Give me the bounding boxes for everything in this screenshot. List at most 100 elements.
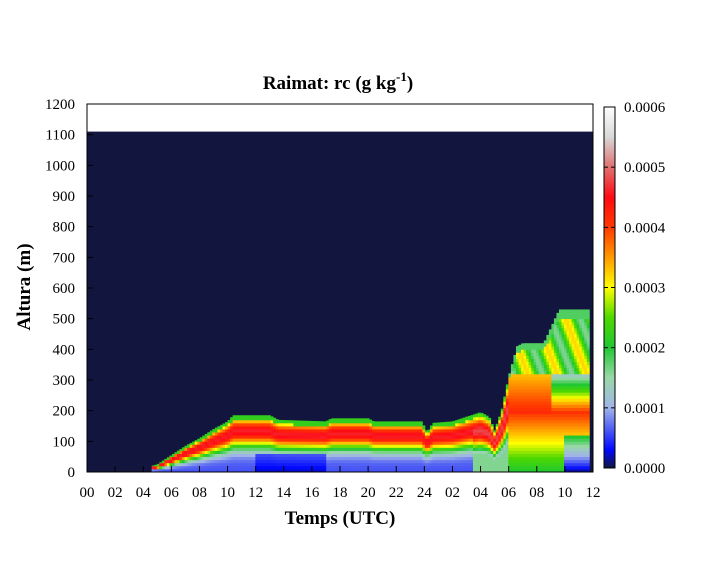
heatmap-cell [247, 441, 251, 445]
heatmap-cell [515, 352, 519, 356]
heatmap-cell [543, 416, 547, 421]
heatmap-cell [179, 450, 183, 454]
heatmap-cell [541, 422, 545, 427]
heatmap-cell [237, 429, 241, 433]
heatmap-cell [510, 404, 514, 408]
heatmap-cell [247, 444, 251, 448]
heatmap-cell [478, 444, 481, 448]
heatmap-cell [495, 444, 499, 448]
heatmap-cell [566, 450, 570, 454]
heatmap-cell [553, 404, 557, 408]
heatmap-cell [465, 456, 469, 461]
heatmap-cell [536, 361, 540, 366]
heatmap-cell [273, 429, 277, 433]
heatmap-cell [574, 373, 578, 378]
heatmap-cell [240, 426, 244, 430]
heatmap-cell [192, 465, 196, 470]
heatmap-cell [235, 429, 239, 433]
heatmap-cell [523, 407, 527, 412]
heatmap-cell [541, 404, 545, 408]
heatmap-cell [556, 404, 560, 408]
heatmap-cell [558, 364, 562, 369]
heatmap-cell [508, 438, 512, 442]
heatmap-cell [586, 389, 590, 393]
heatmap-cell [508, 386, 512, 390]
heatmap-cell [225, 453, 228, 458]
heatmap-cell [480, 429, 484, 433]
y-tick-label: 600 [53, 281, 76, 297]
heatmap-cell [230, 444, 234, 448]
heatmap-cell [523, 453, 527, 458]
heatmap-cell [300, 426, 304, 430]
heatmap-cell [369, 419, 373, 421]
heatmap-cell [480, 462, 484, 467]
heatmap-cell [285, 465, 289, 470]
heatmap-cell [574, 395, 578, 399]
heatmap-cell [214, 441, 218, 445]
heatmap-cell [462, 441, 466, 445]
heatmap-cell [384, 450, 388, 454]
heatmap-cell [558, 401, 562, 405]
heatmap-cell [561, 327, 565, 332]
heatmap-cell [556, 330, 560, 335]
heatmap-cell [518, 441, 522, 445]
heatmap-cell [381, 441, 385, 445]
heatmap-cell [305, 438, 309, 442]
heatmap-cell [278, 453, 282, 458]
heatmap-cell [176, 453, 180, 458]
heatmap-cell [533, 373, 537, 378]
heatmap-cell [394, 462, 398, 467]
heatmap-cell [510, 419, 514, 424]
heatmap-cell [526, 429, 530, 433]
heatmap-cell [566, 447, 570, 451]
heatmap-cell [584, 321, 588, 326]
heatmap-cell [536, 386, 540, 390]
heatmap-cell [490, 441, 494, 445]
heatmap-cell [455, 444, 459, 448]
heatmap-cell [354, 456, 357, 461]
heatmap-cell [435, 456, 438, 461]
heatmap-cell [440, 459, 444, 464]
heatmap-cell [551, 419, 555, 424]
heatmap-cell [566, 373, 570, 378]
heatmap-cell [184, 445, 188, 448]
heatmap-cell [472, 465, 476, 470]
heatmap-cell [366, 435, 370, 439]
heatmap-cell [341, 447, 345, 451]
heatmap-cell [576, 450, 580, 454]
heatmap-cell [199, 456, 203, 461]
heatmap-cell [189, 456, 193, 461]
heatmap-cell [541, 380, 545, 384]
heatmap-cell [232, 468, 236, 473]
heatmap-cell [245, 456, 249, 461]
heatmap-cell [531, 407, 535, 412]
heatmap-cell [490, 465, 494, 470]
heatmap-cell [564, 459, 567, 464]
heatmap-cell [447, 444, 451, 448]
heatmap-cell [566, 380, 570, 384]
heatmap-cell [222, 423, 226, 427]
heatmap-cell [417, 435, 421, 439]
heatmap-cell [498, 441, 502, 445]
heatmap-cell [225, 456, 228, 461]
heatmap-cell [538, 346, 542, 350]
heatmap-cell [214, 427, 218, 430]
heatmap-cell [379, 465, 383, 470]
heatmap-cell [581, 367, 585, 372]
heatmap-cell [288, 456, 292, 461]
heatmap-cell [174, 459, 178, 464]
heatmap-cell [470, 415, 474, 418]
heatmap-cell [262, 419, 266, 424]
heatmap-cell [250, 456, 254, 461]
heatmap-cell [300, 420, 304, 424]
heatmap-cell [553, 456, 557, 461]
heatmap-cell [546, 343, 550, 347]
heatmap-cell [305, 462, 309, 467]
heatmap-cell [268, 415, 271, 418]
heatmap-cell [316, 447, 320, 451]
heatmap-cell [558, 318, 562, 323]
heatmap-cell [528, 441, 532, 445]
heatmap-cell [187, 468, 191, 473]
heatmap-cell [217, 462, 221, 467]
heatmap-cell [440, 456, 444, 461]
